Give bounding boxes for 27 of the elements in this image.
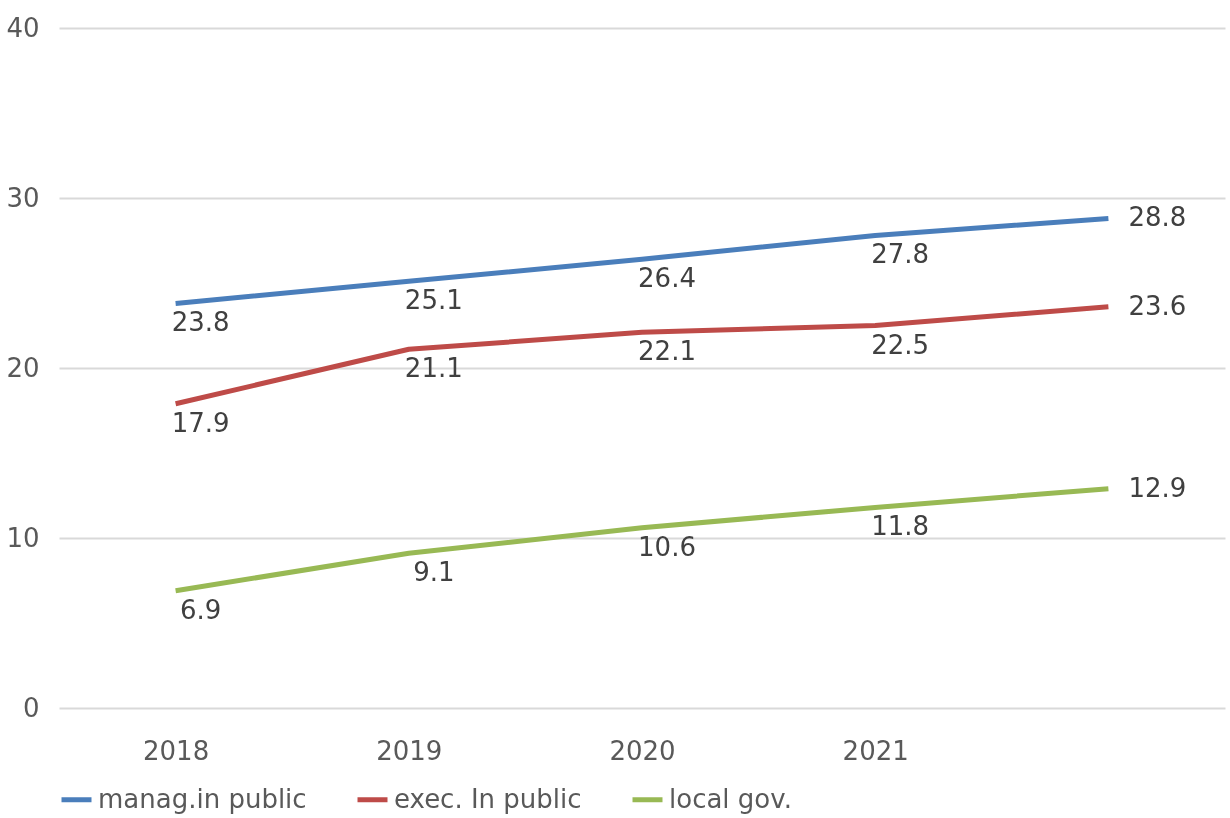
- data-label: 25.1: [404, 285, 463, 316]
- data-label: 9.1: [413, 557, 455, 588]
- legend-label: local gov.: [669, 783, 792, 814]
- y-tick-label: 10: [6, 522, 40, 553]
- data-label: 23.6: [1128, 290, 1187, 321]
- data-label: 12.9: [1128, 472, 1187, 503]
- y-tick-label: 0: [22, 692, 40, 723]
- data-label: 26.4: [638, 263, 696, 294]
- data-label: 27.8: [871, 239, 930, 270]
- data-label: 21.1: [404, 353, 463, 384]
- data-label: 11.8: [871, 511, 930, 542]
- data-label: 6.9: [179, 594, 222, 625]
- data-label: 23.8: [171, 307, 230, 338]
- y-tick-label: 40: [6, 12, 40, 43]
- data-label: 22.1: [638, 336, 696, 367]
- legend-label: exec. In public: [394, 783, 582, 814]
- x-tick-label: 2019: [376, 735, 443, 766]
- x-tick-label: 2021: [842, 735, 909, 766]
- data-label: 28.8: [1128, 202, 1187, 233]
- x-tick-label: 2018: [143, 735, 210, 766]
- y-tick-label: 30: [6, 182, 40, 213]
- data-label: 17.9: [171, 407, 230, 438]
- data-label: 22.5: [871, 329, 930, 360]
- x-tick-label: 2020: [609, 735, 676, 766]
- legend-label: manag.in public: [98, 783, 307, 814]
- data-label: 10.6: [638, 531, 696, 562]
- y-tick-label: 20: [6, 352, 40, 383]
